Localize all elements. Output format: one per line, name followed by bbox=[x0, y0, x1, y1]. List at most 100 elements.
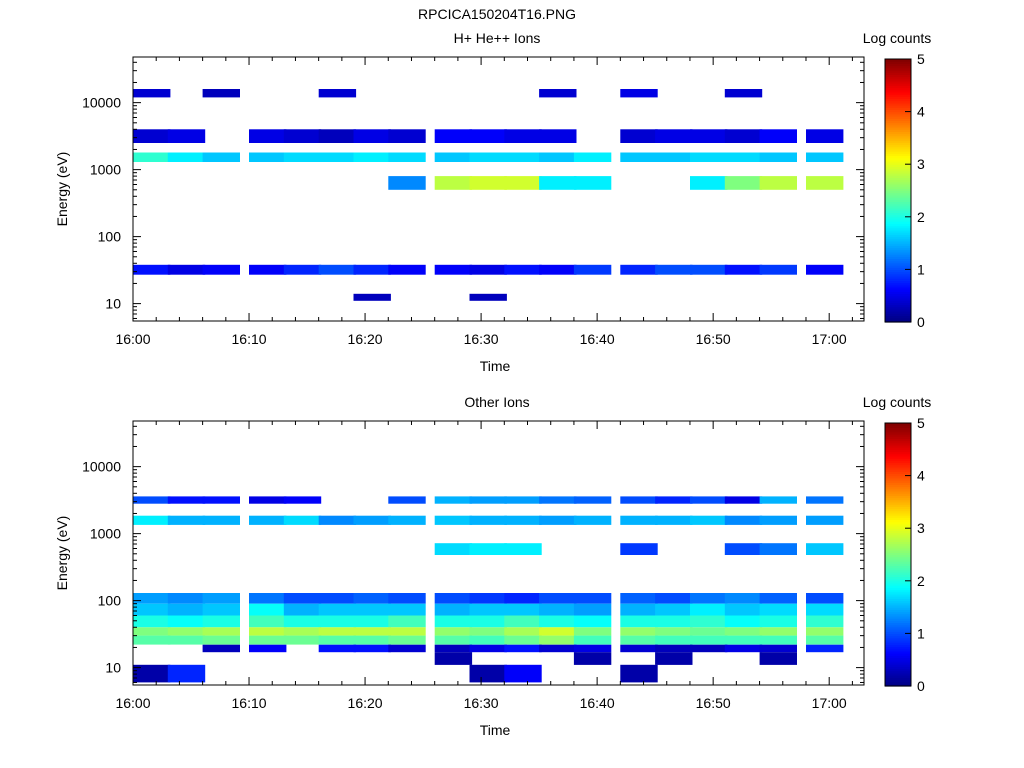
colorbar-segment bbox=[885, 181, 911, 185]
colorbar-segment bbox=[885, 188, 911, 192]
colorbar-segment bbox=[885, 216, 911, 220]
colorbar-segment bbox=[885, 530, 911, 534]
colorbar-segment bbox=[885, 148, 911, 152]
panel-1-xlabel: Time bbox=[480, 358, 511, 374]
heatmap-cell-band-1-bin-2 bbox=[202, 515, 240, 525]
colorbar-tick-label: 5 bbox=[917, 51, 925, 67]
panel-1-plot-frame bbox=[132, 56, 865, 322]
colorbar-tick-label: 3 bbox=[917, 156, 925, 172]
colorbar-segment bbox=[885, 98, 911, 102]
colorbar-segment bbox=[885, 552, 911, 556]
colorbar-segment bbox=[885, 504, 911, 507]
heatmap-cell-band-5-bin-14 bbox=[655, 615, 693, 628]
heatmap-cell-band-3-bin-0 bbox=[133, 593, 171, 604]
heatmap-cell-band-1-bin-8 bbox=[434, 176, 473, 190]
heatmap-cell-band-0-bin-3 bbox=[249, 496, 287, 504]
heatmap-cell-band-10-bin-0 bbox=[133, 664, 171, 683]
colorbar-segment bbox=[885, 208, 911, 211]
colorbar-segment bbox=[885, 137, 911, 141]
heatmap-cell-band-4-bin-3 bbox=[249, 603, 287, 616]
colorbar-segment bbox=[885, 159, 911, 163]
colorbar-segment bbox=[885, 433, 911, 437]
heatmap-cell-band-4-bin-15 bbox=[690, 603, 728, 616]
colorbar-segment bbox=[885, 262, 911, 266]
heatmap-cell-band-4-bin-14 bbox=[655, 603, 693, 616]
heatmap-cell-band-3-bin-12 bbox=[573, 593, 612, 604]
colorbar-segment bbox=[885, 280, 911, 284]
colorbar-tick-label: 2 bbox=[917, 209, 925, 225]
heatmap-cell-band-0-bin-15 bbox=[690, 496, 728, 504]
heatmap-cell-band-2-bin-9 bbox=[469, 264, 507, 275]
colorbar-segment bbox=[885, 63, 911, 67]
colorbar-segment bbox=[885, 602, 911, 606]
colorbar-tick-label: 0 bbox=[917, 314, 925, 330]
colorbar-segment bbox=[885, 519, 911, 523]
heatmap-cell-band-4-bin-5 bbox=[318, 603, 357, 616]
colorbar-segment bbox=[885, 162, 911, 165]
heatmap-cell-band-8-bin-6 bbox=[353, 644, 391, 653]
heatmap-cell-band-1-bin-15 bbox=[690, 515, 728, 525]
heatmap-cell-band-6-bin-3 bbox=[249, 627, 287, 636]
heatmap-cell-band-4-bin-15 bbox=[690, 129, 728, 143]
heatmap-cell-band-8-bin-15 bbox=[690, 644, 728, 653]
x-tick-label: 16:40 bbox=[580, 331, 615, 347]
colorbar-segment bbox=[885, 629, 911, 632]
heatmap-cell-band-3-bin-2 bbox=[202, 593, 240, 604]
colorbar-segment bbox=[885, 89, 911, 93]
heatmap-cell-band-2-bin-17 bbox=[759, 543, 797, 555]
heatmap-cell-band-1-bin-4 bbox=[283, 515, 322, 525]
colorbar-segment bbox=[885, 223, 911, 227]
colorbar-segment bbox=[885, 569, 911, 573]
colorbar-segment bbox=[885, 122, 911, 126]
colorbar-segment bbox=[885, 247, 911, 251]
colorbar-segment bbox=[885, 218, 911, 222]
heatmap-cell-band-4-bin-0 bbox=[133, 603, 171, 616]
heatmap-cell-band-3-bin-9 bbox=[469, 293, 507, 301]
heatmap-cell-band-7-bin-3 bbox=[249, 635, 287, 645]
heatmap-cell-band-1-bin-9 bbox=[469, 515, 507, 525]
colorbar-segment bbox=[885, 229, 911, 233]
colorbar-segment bbox=[885, 243, 911, 246]
colorbar-segment bbox=[885, 444, 911, 448]
colorbar-segment bbox=[885, 221, 911, 224]
colorbar-segment bbox=[885, 192, 911, 196]
colorbar-segment bbox=[885, 80, 911, 84]
heatmap-cell-band-1-bin-12 bbox=[573, 176, 612, 190]
colorbar-segment bbox=[885, 249, 911, 253]
colorbar-tick-label: 4 bbox=[917, 104, 925, 120]
heatmap-cell-band-4-bin-0 bbox=[133, 129, 171, 143]
colorbar-tick-label: 4 bbox=[917, 468, 925, 484]
colorbar-segment bbox=[885, 482, 911, 485]
heatmap-cell-band-0-bin-10 bbox=[504, 152, 542, 162]
colorbar-segment bbox=[885, 613, 911, 617]
colorbar-segment bbox=[885, 65, 911, 69]
heatmap-cell-band-5-bin-2 bbox=[202, 89, 240, 98]
colorbar-segment bbox=[885, 670, 911, 674]
x-tick-label: 16:10 bbox=[232, 695, 267, 711]
colorbar-segment bbox=[885, 168, 911, 172]
heatmap-cell-band-6-bin-14 bbox=[655, 627, 693, 636]
heatmap-cell-band-9-bin-12 bbox=[573, 652, 612, 665]
colorbar-segment bbox=[885, 644, 911, 648]
heatmap-cell-band-0-bin-17 bbox=[759, 152, 797, 162]
colorbar-segment bbox=[885, 661, 911, 665]
heatmap-cell-band-0-bin-0 bbox=[133, 152, 171, 162]
heatmap-cell-band-2-bin-10 bbox=[504, 543, 542, 555]
heatmap-cell-band-8-bin-13 bbox=[620, 644, 658, 653]
heatmap-cell-band-4-bin-6 bbox=[353, 603, 391, 616]
colorbar-segment bbox=[885, 664, 911, 667]
colorbar-segment bbox=[885, 523, 911, 527]
heatmap-cell-band-1-bin-7 bbox=[388, 176, 426, 190]
colorbar-segment bbox=[885, 273, 911, 277]
heatmap-cell-band-4-bin-12 bbox=[573, 603, 612, 616]
colorbar-segment bbox=[885, 190, 911, 194]
colorbar-segment bbox=[885, 543, 911, 547]
colorbar-segment bbox=[885, 631, 911, 634]
colorbar-segment bbox=[885, 512, 911, 516]
x-tick-label: 16:30 bbox=[464, 695, 499, 711]
colorbar-segment bbox=[885, 532, 911, 536]
colorbar-segment bbox=[885, 240, 911, 244]
colorbar-segment bbox=[885, 306, 911, 310]
colorbar-segment bbox=[885, 626, 911, 630]
heatmap-cell-band-1-bin-0 bbox=[133, 515, 171, 525]
